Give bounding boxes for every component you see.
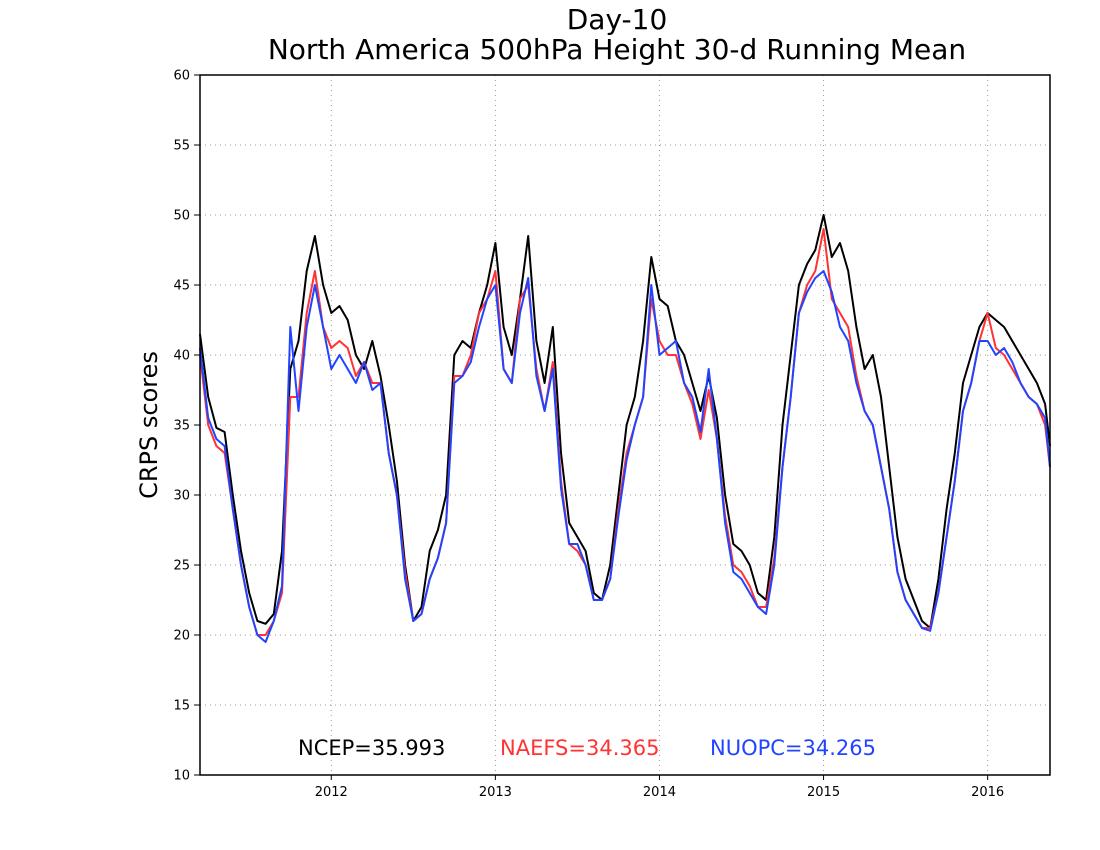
- series-line-nuopc: [199, 270, 1051, 643]
- series-lines: [199, 214, 1051, 643]
- y-tick-label: 35: [173, 419, 190, 434]
- chart-title: Day-10: [567, 3, 668, 36]
- x-tick-label: 2012: [315, 785, 348, 800]
- y-tick-label: 10: [173, 769, 190, 784]
- x-tick-label: 2016: [971, 785, 1004, 800]
- chart-subtitle: North America 500hPa Height 30-d Running…: [268, 33, 966, 66]
- grid-lines: [200, 75, 1050, 775]
- series-line-ncep: [199, 214, 1051, 629]
- axis-ticks: 10 15 20 25 30 35 40 45 50 55 60 2012 2013 2014 2015 20…: [173, 69, 1004, 801]
- legend-nuopc: NUOPC=34.265: [710, 736, 876, 760]
- x-tick-label: 2013: [479, 785, 512, 800]
- legend: NCEP=35.993 NAEFS=34.365 NUOPC=34.265: [298, 736, 876, 760]
- y-tick-label: 20: [173, 629, 190, 644]
- x-tick-label: 2014: [643, 785, 676, 800]
- legend-ncep: NCEP=35.993: [298, 736, 445, 760]
- y-tick-label: 45: [173, 279, 190, 294]
- y-tick-label: 15: [173, 699, 190, 714]
- y-tick-label: 30: [173, 489, 190, 504]
- y-tick-label: 50: [173, 209, 190, 224]
- y-tick-label: 55: [173, 139, 190, 154]
- y-tick-label: 60: [173, 69, 190, 84]
- x-tick-label: 2015: [807, 785, 840, 800]
- y-tick-label: 40: [173, 349, 190, 364]
- y-axis-label: CRPS scores: [135, 351, 163, 499]
- plot-frame: [199, 74, 1051, 776]
- legend-naefs: NAEFS=34.365: [500, 736, 659, 760]
- y-tick-label: 25: [173, 559, 190, 574]
